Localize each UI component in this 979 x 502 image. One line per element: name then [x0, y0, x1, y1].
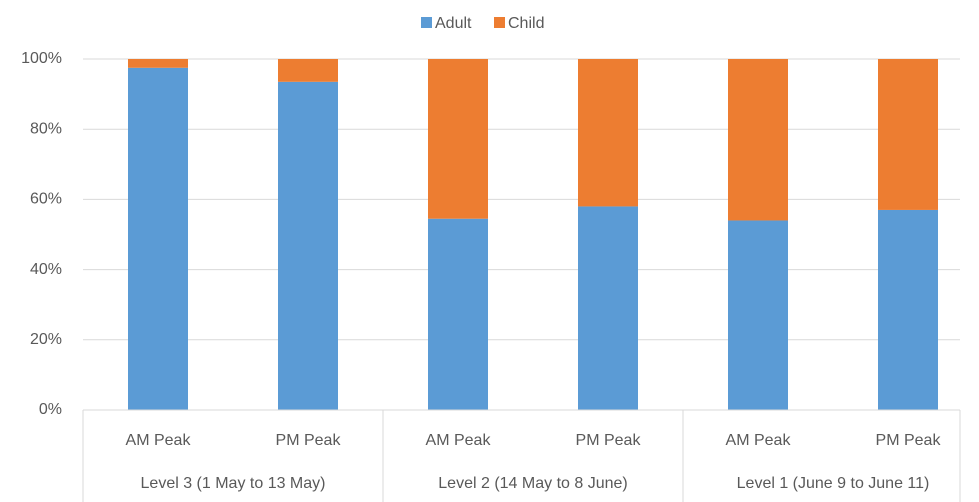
legend-label: Adult — [435, 15, 472, 32]
group-label: Level 2 (14 May to 8 June) — [438, 475, 627, 492]
bar-segment — [428, 218, 488, 410]
bar-segment — [128, 59, 188, 68]
bar-segment — [278, 81, 338, 410]
legend-swatch — [421, 17, 432, 28]
y-tick-label: 60% — [30, 191, 62, 208]
bar-segment — [728, 220, 788, 410]
y-tick-label: 20% — [30, 331, 62, 348]
legend-swatch — [494, 17, 505, 28]
x-tick-label: PM Peak — [876, 432, 942, 449]
bar-segment — [878, 209, 938, 410]
bar-segment — [428, 59, 488, 219]
x-tick-label: PM Peak — [276, 432, 342, 449]
bar-segment — [578, 206, 638, 410]
bar-segment — [578, 59, 638, 207]
x-tick-label: AM Peak — [426, 432, 492, 449]
bar-segment — [878, 59, 938, 210]
x-tick-label: AM Peak — [126, 432, 192, 449]
x-tick-label: AM Peak — [726, 432, 792, 449]
y-tick-label: 0% — [39, 401, 62, 418]
bar-segment — [278, 59, 338, 82]
y-tick-label: 80% — [30, 120, 62, 137]
x-tick-label: PM Peak — [576, 432, 642, 449]
group-label: Level 1 (June 9 to June 11) — [737, 475, 930, 492]
y-tick-label: 40% — [30, 261, 62, 278]
bar-segment — [128, 67, 188, 411]
legend-label: Child — [508, 15, 544, 32]
bar-segment — [728, 59, 788, 221]
y-tick-label: 100% — [21, 50, 62, 67]
group-label: Level 3 (1 May to 13 May) — [141, 475, 326, 492]
